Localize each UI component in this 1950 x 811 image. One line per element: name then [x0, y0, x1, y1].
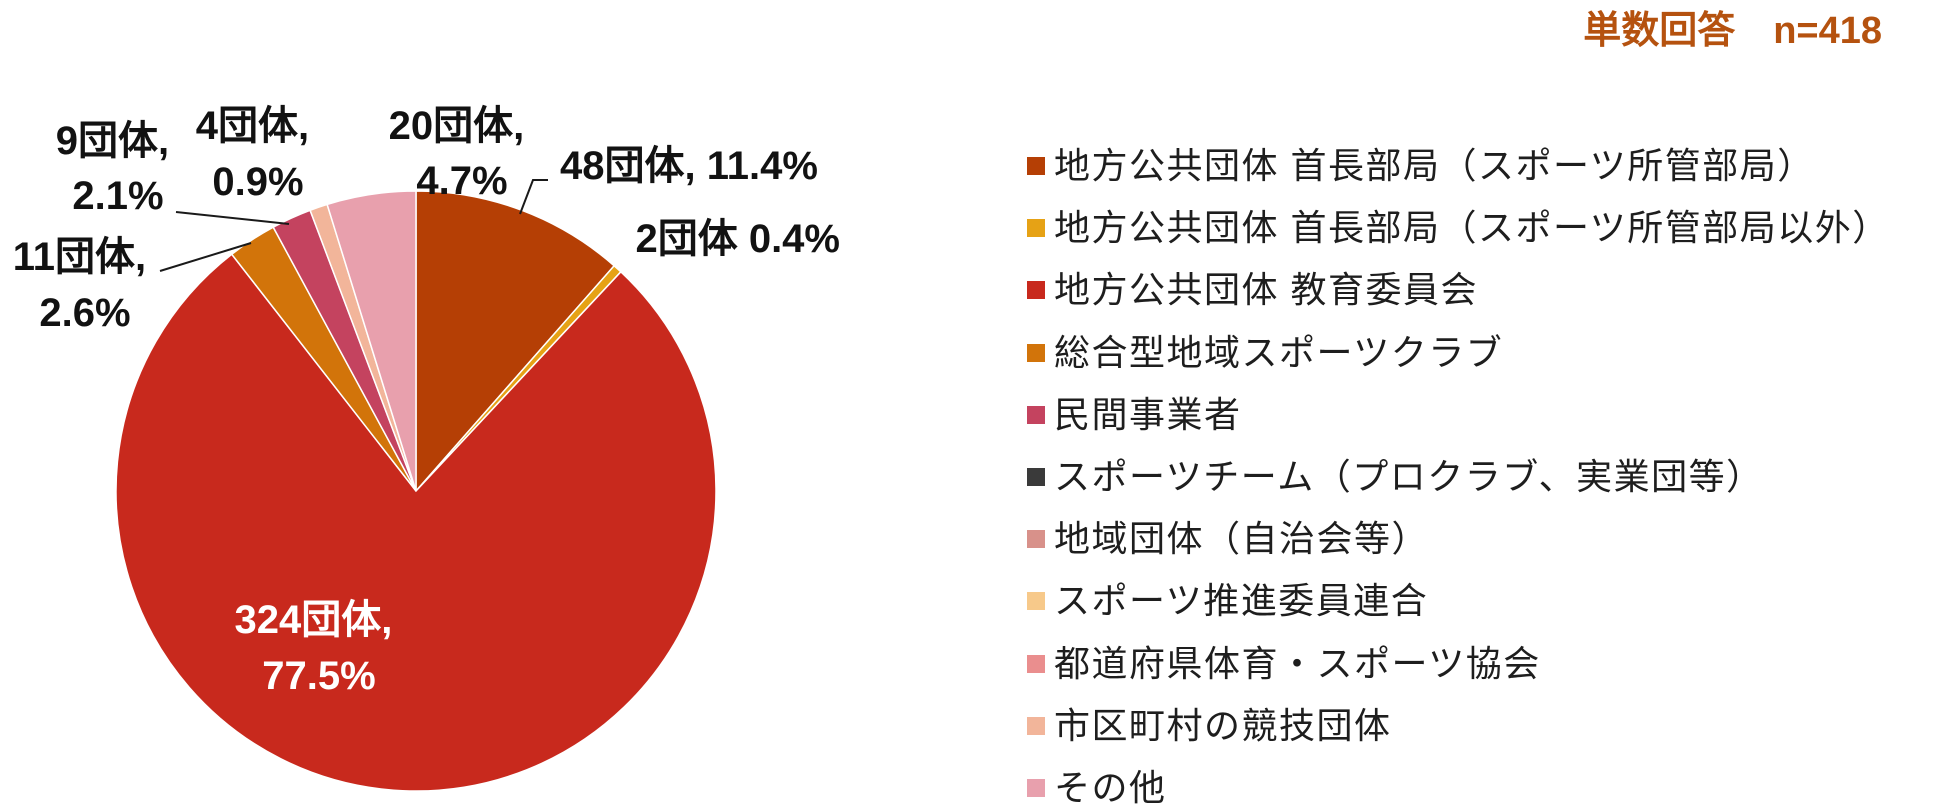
legend-label: 地方公共団体 教育委員会 — [1054, 269, 1479, 311]
legend-label: 地域団体（自治会等） — [1054, 518, 1430, 560]
legend-swatch — [1027, 654, 1045, 673]
legend-label: 地方公共団体 首長部局（スポーツ所管部局） — [1054, 145, 1815, 186]
legend-item-10: 市区町村の競技団体 — [1027, 704, 1890, 746]
data-label-line: 2.6% — [39, 291, 130, 335]
legend-item-5: 民間事業者 — [1027, 393, 1890, 435]
leader-lines — [159, 179, 548, 272]
data-label-line: 48団体, 11.4% — [560, 144, 818, 188]
legend-item-1: 地方公共団体 首長部局（スポーツ所管部局） — [1027, 148, 1890, 184]
data-label-20: 20団体, 4.7% — [389, 104, 536, 203]
data-label-line: 0.9% — [212, 160, 303, 204]
legend-item-4: 総合型地域スポーツクラブ — [1027, 331, 1890, 373]
pie-slice-3 — [115, 253, 717, 792]
legend-label: 総合型地域スポーツクラブ — [1054, 331, 1504, 373]
data-label-line: 324団体, — [235, 598, 393, 642]
leader-line-48 — [519, 179, 548, 215]
data-label-line: 4団体, — [196, 104, 309, 148]
legend: 地方公共団体 首長部局（スポーツ所管部局） 地方公共団体 首長部局（スポーツ所管… — [1027, 148, 1890, 806]
legend-label: 市区町村の競技団体 — [1054, 704, 1392, 746]
legend-label: スポーツ推進委員連合 — [1054, 580, 1429, 622]
legend-label: 民間事業者 — [1054, 393, 1242, 435]
leader-line-11 — [159, 242, 252, 272]
legend-label: スポーツチーム（プロクラブ、実業団等） — [1054, 455, 1764, 497]
legend-swatch — [1027, 592, 1045, 611]
data-label-4: 4団体, 0.9% — [196, 104, 320, 204]
legend-swatch — [1027, 467, 1045, 486]
data-label-line: 9団体, — [56, 119, 169, 163]
legend-item-2: 地方公共団体 首長部局（スポーツ所管部局以外） — [1027, 210, 1890, 246]
data-label-11: 11団体, 2.6% — [13, 235, 158, 335]
legend-item-9: 都道府県体育・スポーツ協会 — [1027, 642, 1890, 684]
data-label-line: 4.7% — [416, 159, 507, 203]
data-label-line: 2.1% — [72, 174, 163, 218]
legend-swatch — [1027, 281, 1045, 300]
data-label-line: 77.5% — [262, 654, 375, 698]
legend-swatch — [1027, 157, 1045, 175]
data-label-48: 48団体, 11.4% — [560, 144, 818, 188]
data-label-line: 2団体 0.4% — [635, 217, 840, 261]
data-label-line: 20団体, — [389, 104, 525, 148]
legend-swatch — [1027, 778, 1045, 797]
legend-item-3: 地方公共団体 教育委員会 — [1027, 272, 1890, 308]
pie-slices — [115, 190, 717, 792]
data-labels: 48団体, 11.4% 2団体 0.4% 324団体, 77.5% 11団体, … — [13, 104, 840, 698]
legend-swatch — [1027, 343, 1045, 362]
legend-label: その他 — [1054, 766, 1167, 808]
legend-item-11: その他 — [1027, 766, 1890, 808]
legend-item-6: スポーツチーム（プロクラブ、実業団等） — [1027, 455, 1890, 497]
legend-label: 地方公共団体 首長部局（スポーツ所管部局以外） — [1054, 207, 1890, 249]
legend-swatch — [1027, 716, 1045, 735]
legend-swatch — [1027, 530, 1045, 549]
data-label-line: 11団体, — [13, 235, 146, 279]
data-label-2: 2団体 0.4% — [635, 217, 840, 261]
data-label-324: 324団体, 77.5% — [235, 598, 404, 698]
legend-swatch — [1027, 405, 1045, 424]
legend-swatch — [1027, 219, 1045, 238]
response-note: 単数回答 n=418 — [1583, 10, 1882, 52]
legend-label: 都道府県体育・スポーツ協会 — [1054, 642, 1541, 684]
leader-line-9 — [175, 211, 290, 225]
pie-slice-11 — [326, 190, 417, 492]
legend-item-7: 地域団体（自治会等） — [1027, 521, 1890, 557]
legend-item-8: スポーツ推進委員連合 — [1027, 583, 1890, 619]
data-label-9: 9団体, 2.1% — [56, 119, 180, 218]
